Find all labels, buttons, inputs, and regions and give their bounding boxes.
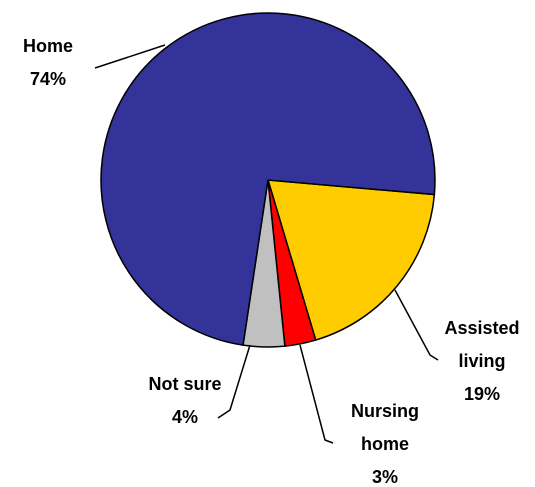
- category-label: Nursing home: [350, 401, 419, 454]
- leader-line: [299, 344, 334, 444]
- category-label: Not sure: [148, 374, 222, 394]
- slice-label: Assisted living 19%: [432, 312, 532, 411]
- pie-slice: [266, 179, 436, 341]
- pie-slice: [100, 12, 436, 346]
- value-label: 4%: [171, 407, 198, 427]
- slice-label: Not sure 4%: [140, 368, 230, 434]
- leader-line: [394, 289, 439, 361]
- category-label: Home: [22, 36, 73, 56]
- leader-line: [217, 344, 251, 419]
- category-label: Assisted living: [444, 318, 520, 371]
- value-label: 3%: [371, 467, 398, 487]
- value-label: 74%: [29, 69, 67, 89]
- value-label: 19%: [463, 384, 501, 404]
- leader-line: [94, 44, 166, 69]
- slice-label: Home 74%: [0, 30, 96, 96]
- slice-label: Nursing home 3%: [325, 395, 445, 487]
